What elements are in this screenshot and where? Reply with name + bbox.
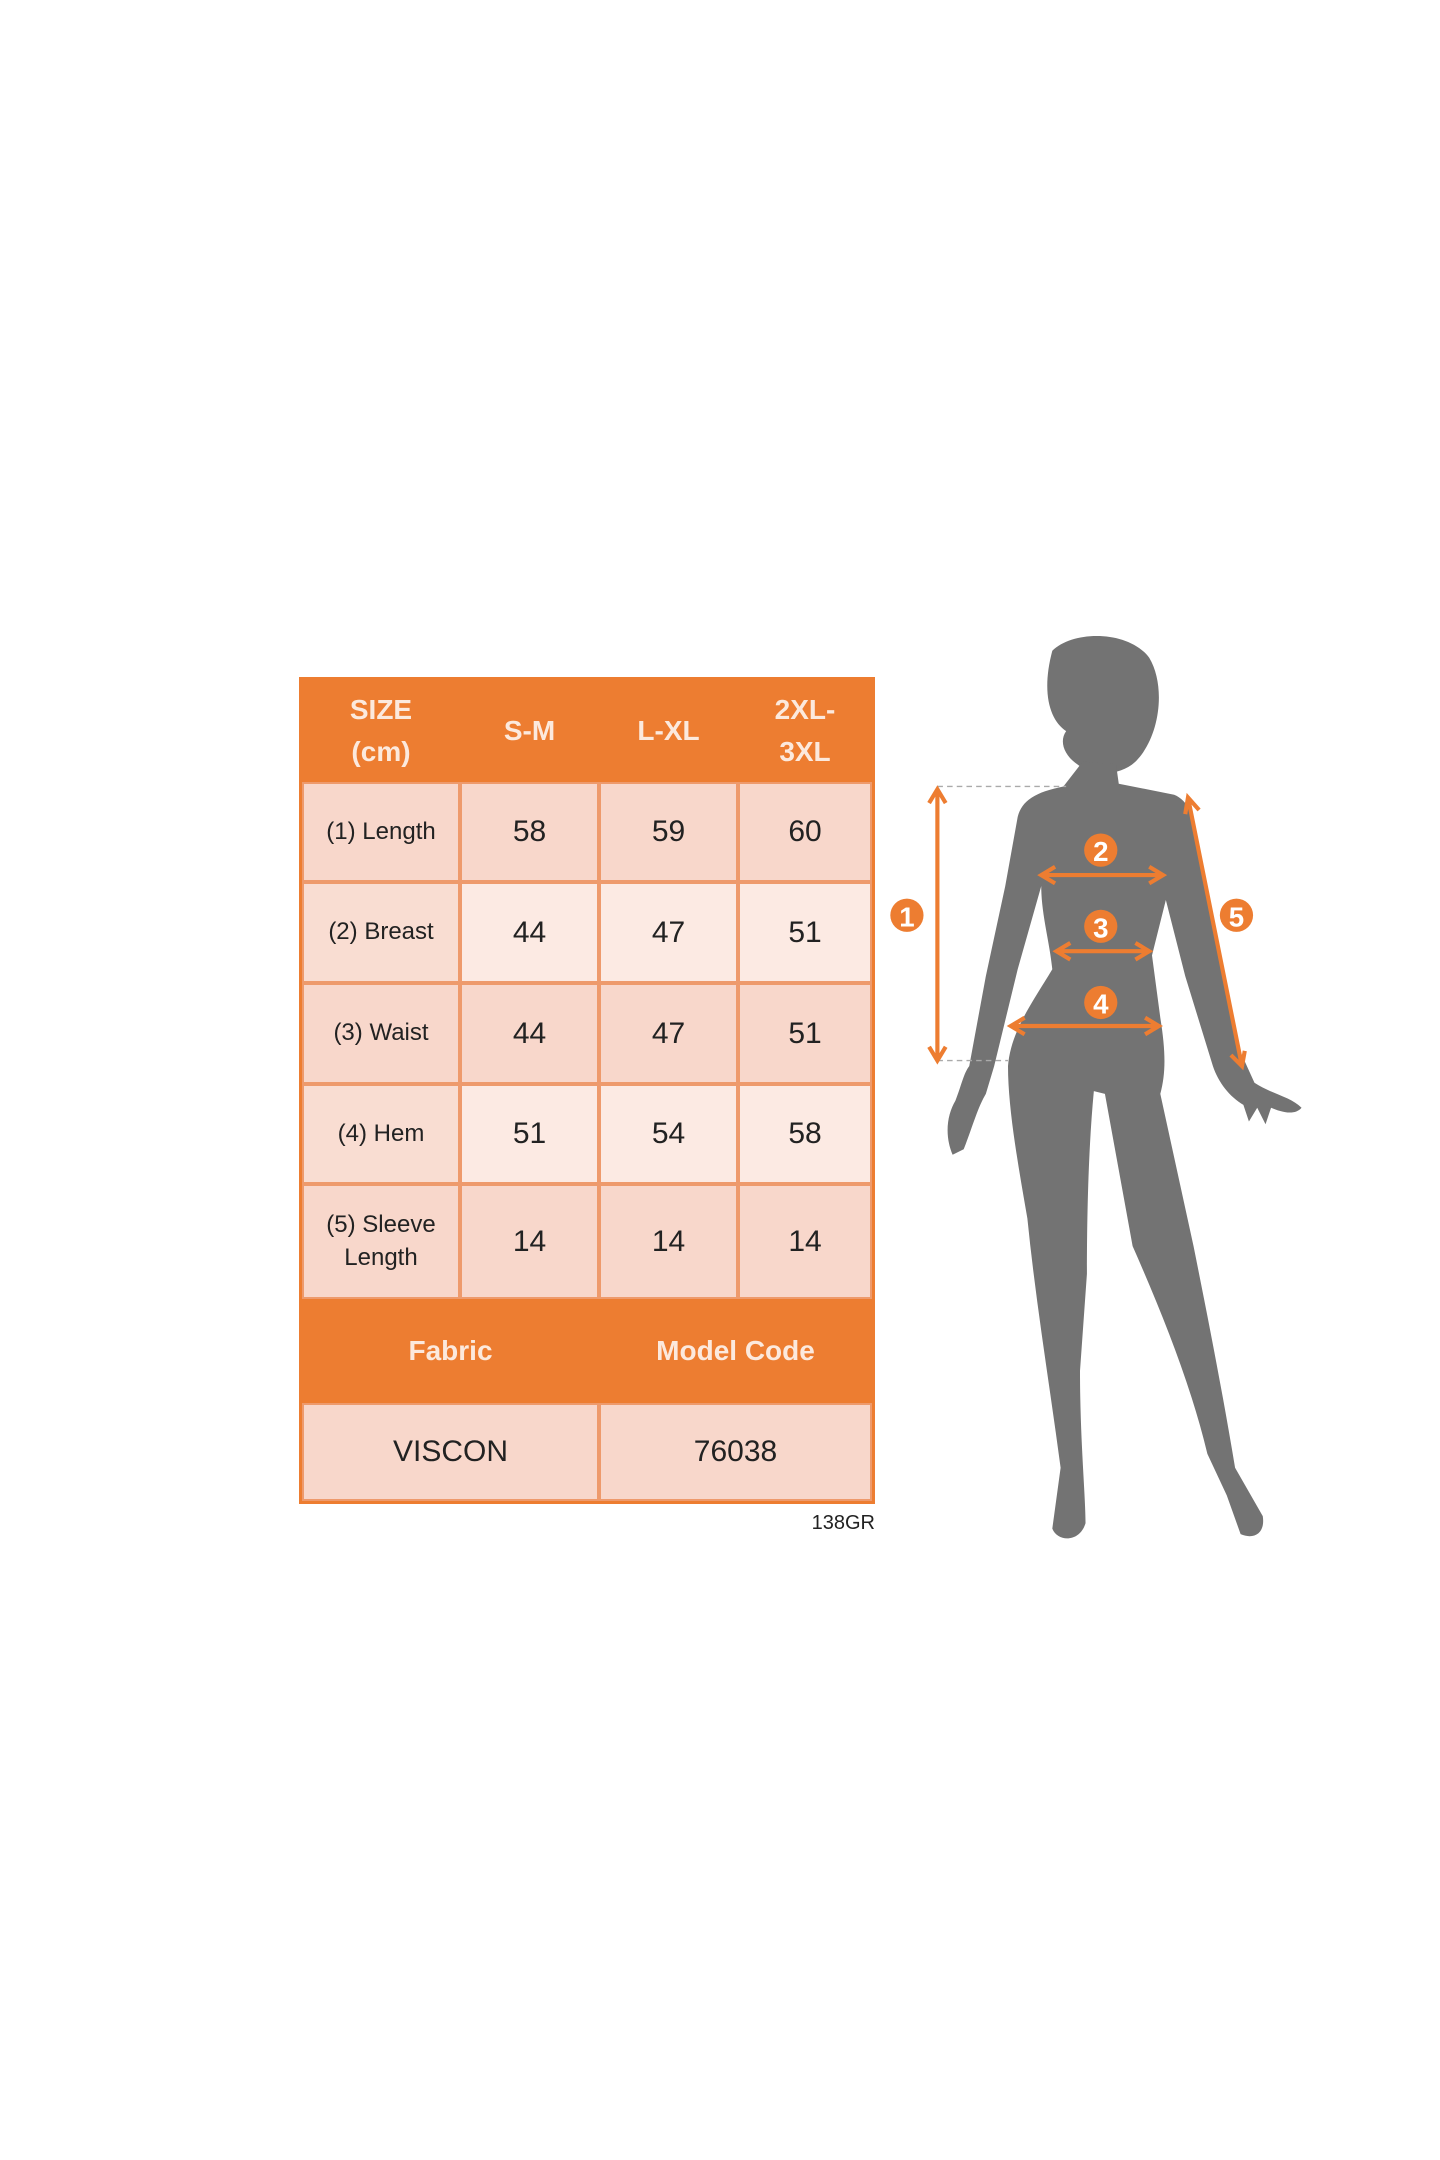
svg-text:4: 4 <box>1093 989 1109 1020</box>
marker-2: 2 <box>1084 833 1118 867</box>
table-row: (1) Length 58 59 60 <box>302 782 872 882</box>
size-value: 44 <box>460 882 599 983</box>
svg-text:3: 3 <box>1093 912 1108 943</box>
marker-4: 4 <box>1084 985 1118 1020</box>
breast-arrow <box>1037 864 1168 886</box>
model-code-header: Model Code <box>656 1335 815 1366</box>
size-value: 44 <box>460 983 599 1084</box>
marker-3: 3 <box>1084 909 1118 943</box>
row-label: (4) Hem <box>302 1084 460 1184</box>
header-l-xl: L-XL <box>637 715 700 746</box>
hem-arrow <box>1006 1015 1163 1037</box>
size-value: 14 <box>460 1184 599 1299</box>
marker-5: 5 <box>1219 898 1254 932</box>
table-row: (3) Waist 44 47 51 <box>302 983 872 1084</box>
model-code-value: 76038 <box>599 1403 872 1501</box>
table-header-row: SIZE (cm) S-M L-XL 2XL- 3XL <box>302 680 872 782</box>
measurement-lines <box>927 785 1247 1071</box>
size-value: 54 <box>599 1084 738 1184</box>
silhouette <box>947 635 1302 1539</box>
size-value: 51 <box>460 1084 599 1184</box>
length-arrow <box>927 785 948 1065</box>
size-value: 58 <box>738 1084 872 1184</box>
marker-1: 1 <box>890 898 924 932</box>
row-label: (2) Breast <box>302 882 460 983</box>
size-value: 14 <box>599 1184 738 1299</box>
size-value: 51 <box>738 983 872 1084</box>
size-chart-table: SIZE (cm) S-M L-XL 2XL- 3XL (1) Length 58… <box>299 677 875 1504</box>
row-label: (5) Sleeve Length <box>302 1184 460 1299</box>
size-value: 14 <box>738 1184 872 1299</box>
size-value: 51 <box>738 882 872 983</box>
fabric-header: Fabric <box>408 1335 493 1366</box>
row-label: (3) Waist <box>302 983 460 1084</box>
size-value: 47 <box>599 882 738 983</box>
footer-header-row: Fabric Model Code <box>302 1299 872 1403</box>
footer-value-row: VISCON 76038 <box>302 1403 872 1501</box>
table-row: (5) Sleeve Length 14 14 14 <box>302 1184 872 1299</box>
header-2xl-3xl: 2XL- 3XL <box>774 694 836 767</box>
body <box>947 761 1302 1539</box>
table-row: (4) Hem 51 54 58 <box>302 1084 872 1184</box>
hair-head <box>1047 635 1159 774</box>
waist-arrow <box>1052 941 1154 962</box>
fabric-value: VISCON <box>302 1403 599 1501</box>
svg-text:2: 2 <box>1093 836 1108 867</box>
size-value: 59 <box>599 782 738 882</box>
svg-text:5: 5 <box>1229 901 1244 932</box>
size-value: 47 <box>599 983 738 1084</box>
row-label: (1) Length <box>302 782 460 882</box>
size-value: 60 <box>738 782 872 882</box>
header-s-m: S-M <box>503 715 556 746</box>
table-row: (2) Breast 44 47 51 <box>302 882 872 983</box>
sleeve-arrow <box>1183 792 1247 1071</box>
size-value: 58 <box>460 782 599 882</box>
svg-text:1: 1 <box>899 901 914 932</box>
code-tag: 138GR <box>811 1512 875 1534</box>
header-size: SIZE (cm) <box>349 694 413 767</box>
